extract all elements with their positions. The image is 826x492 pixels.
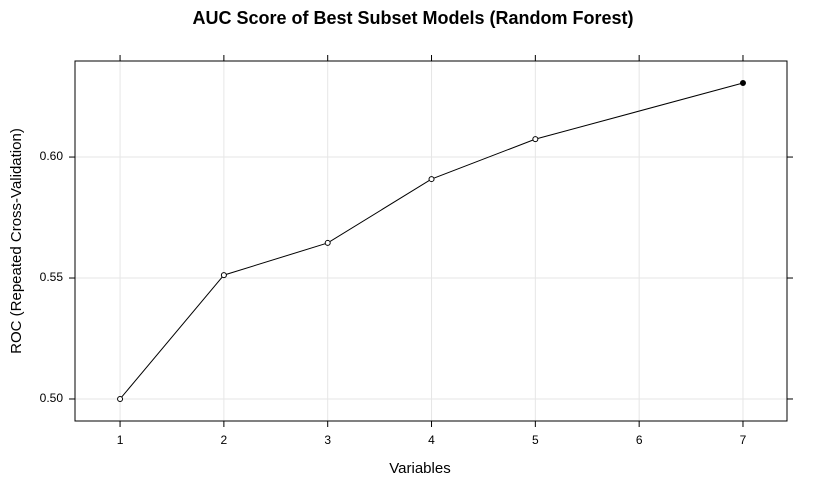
x-tick-label: 3 [324, 433, 331, 447]
point [532, 136, 539, 143]
x-tick-label: 6 [636, 433, 643, 447]
point [428, 176, 435, 183]
y-tick-label: 0.55 [40, 270, 64, 284]
chart-title: AUC Score of Best Subset Models (Random … [192, 8, 633, 28]
plot-frame [74, 60, 788, 422]
y-tick-label: 0.50 [40, 391, 64, 405]
point [324, 239, 331, 246]
line [119, 82, 744, 400]
point [220, 272, 227, 279]
y-tick-label: 0.60 [40, 149, 64, 163]
point [739, 80, 746, 87]
y-axis-label: ROC (Repeated Cross-Validation) [8, 128, 25, 354]
x-axis-label: Variables [389, 460, 450, 477]
x-tick-label: 2 [221, 433, 228, 447]
x-tick-label: 5 [532, 433, 539, 447]
point [117, 395, 124, 402]
x-tick-label: 4 [428, 433, 435, 447]
x-tick-label: 7 [740, 433, 747, 447]
x-tick-label: 1 [117, 433, 124, 447]
